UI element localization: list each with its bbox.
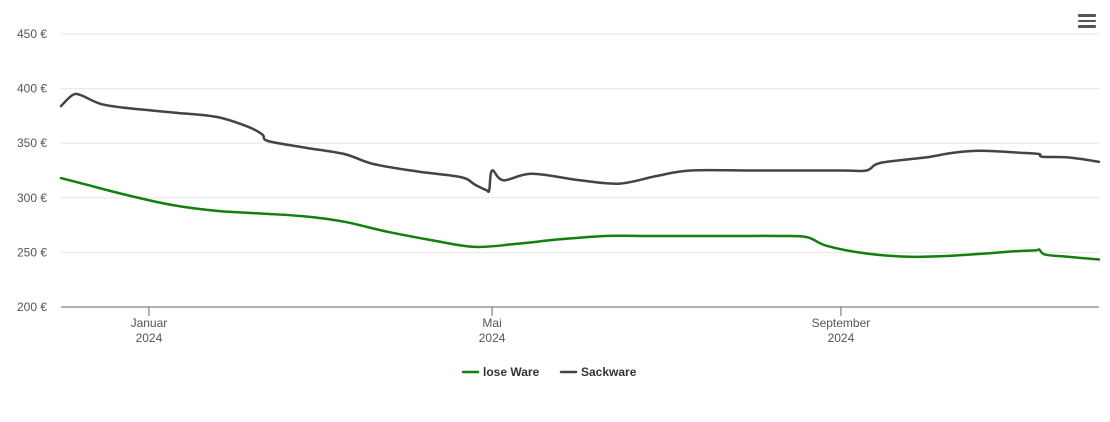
legend-item-lose-ware[interactable]: lose Ware [461,365,540,379]
legend-label: lose Ware [483,365,540,379]
menu-bar-top [1078,14,1096,17]
x-tick-label-year: 2024 [828,331,855,345]
x-tick-label-month: September [812,316,871,330]
y-tick-label: 300 € [17,191,47,205]
y-axis: 200 € 250 € 300 € 350 € 400 € 450 € [17,27,47,314]
series-line-lose-ware[interactable] [59,176,1101,261]
series-line-sackware[interactable] [59,92,1101,194]
series-lines [59,92,1101,261]
legend-label: Sackware [581,365,637,379]
y-tick-label: 400 € [17,82,47,96]
menu-bar-bottom [1078,25,1096,28]
y-tick-label: 250 € [17,245,47,259]
legend: lose Ware Sackware [461,365,637,379]
grid-lines [61,33,1099,253]
legend-item-sackware[interactable]: Sackware [559,365,637,379]
hamburger-menu-icon[interactable] [1078,14,1096,30]
x-tick-label-year: 2024 [136,331,163,345]
x-tick-label-month: Mai [482,316,501,330]
menu-bar-middle [1078,19,1096,23]
y-tick-label: 350 € [17,136,47,150]
y-tick-label: 200 € [17,300,47,314]
x-tick-label-month: Januar [131,316,168,330]
x-tick-label-year: 2024 [479,331,506,345]
y-tick-label: 450 € [17,27,47,41]
